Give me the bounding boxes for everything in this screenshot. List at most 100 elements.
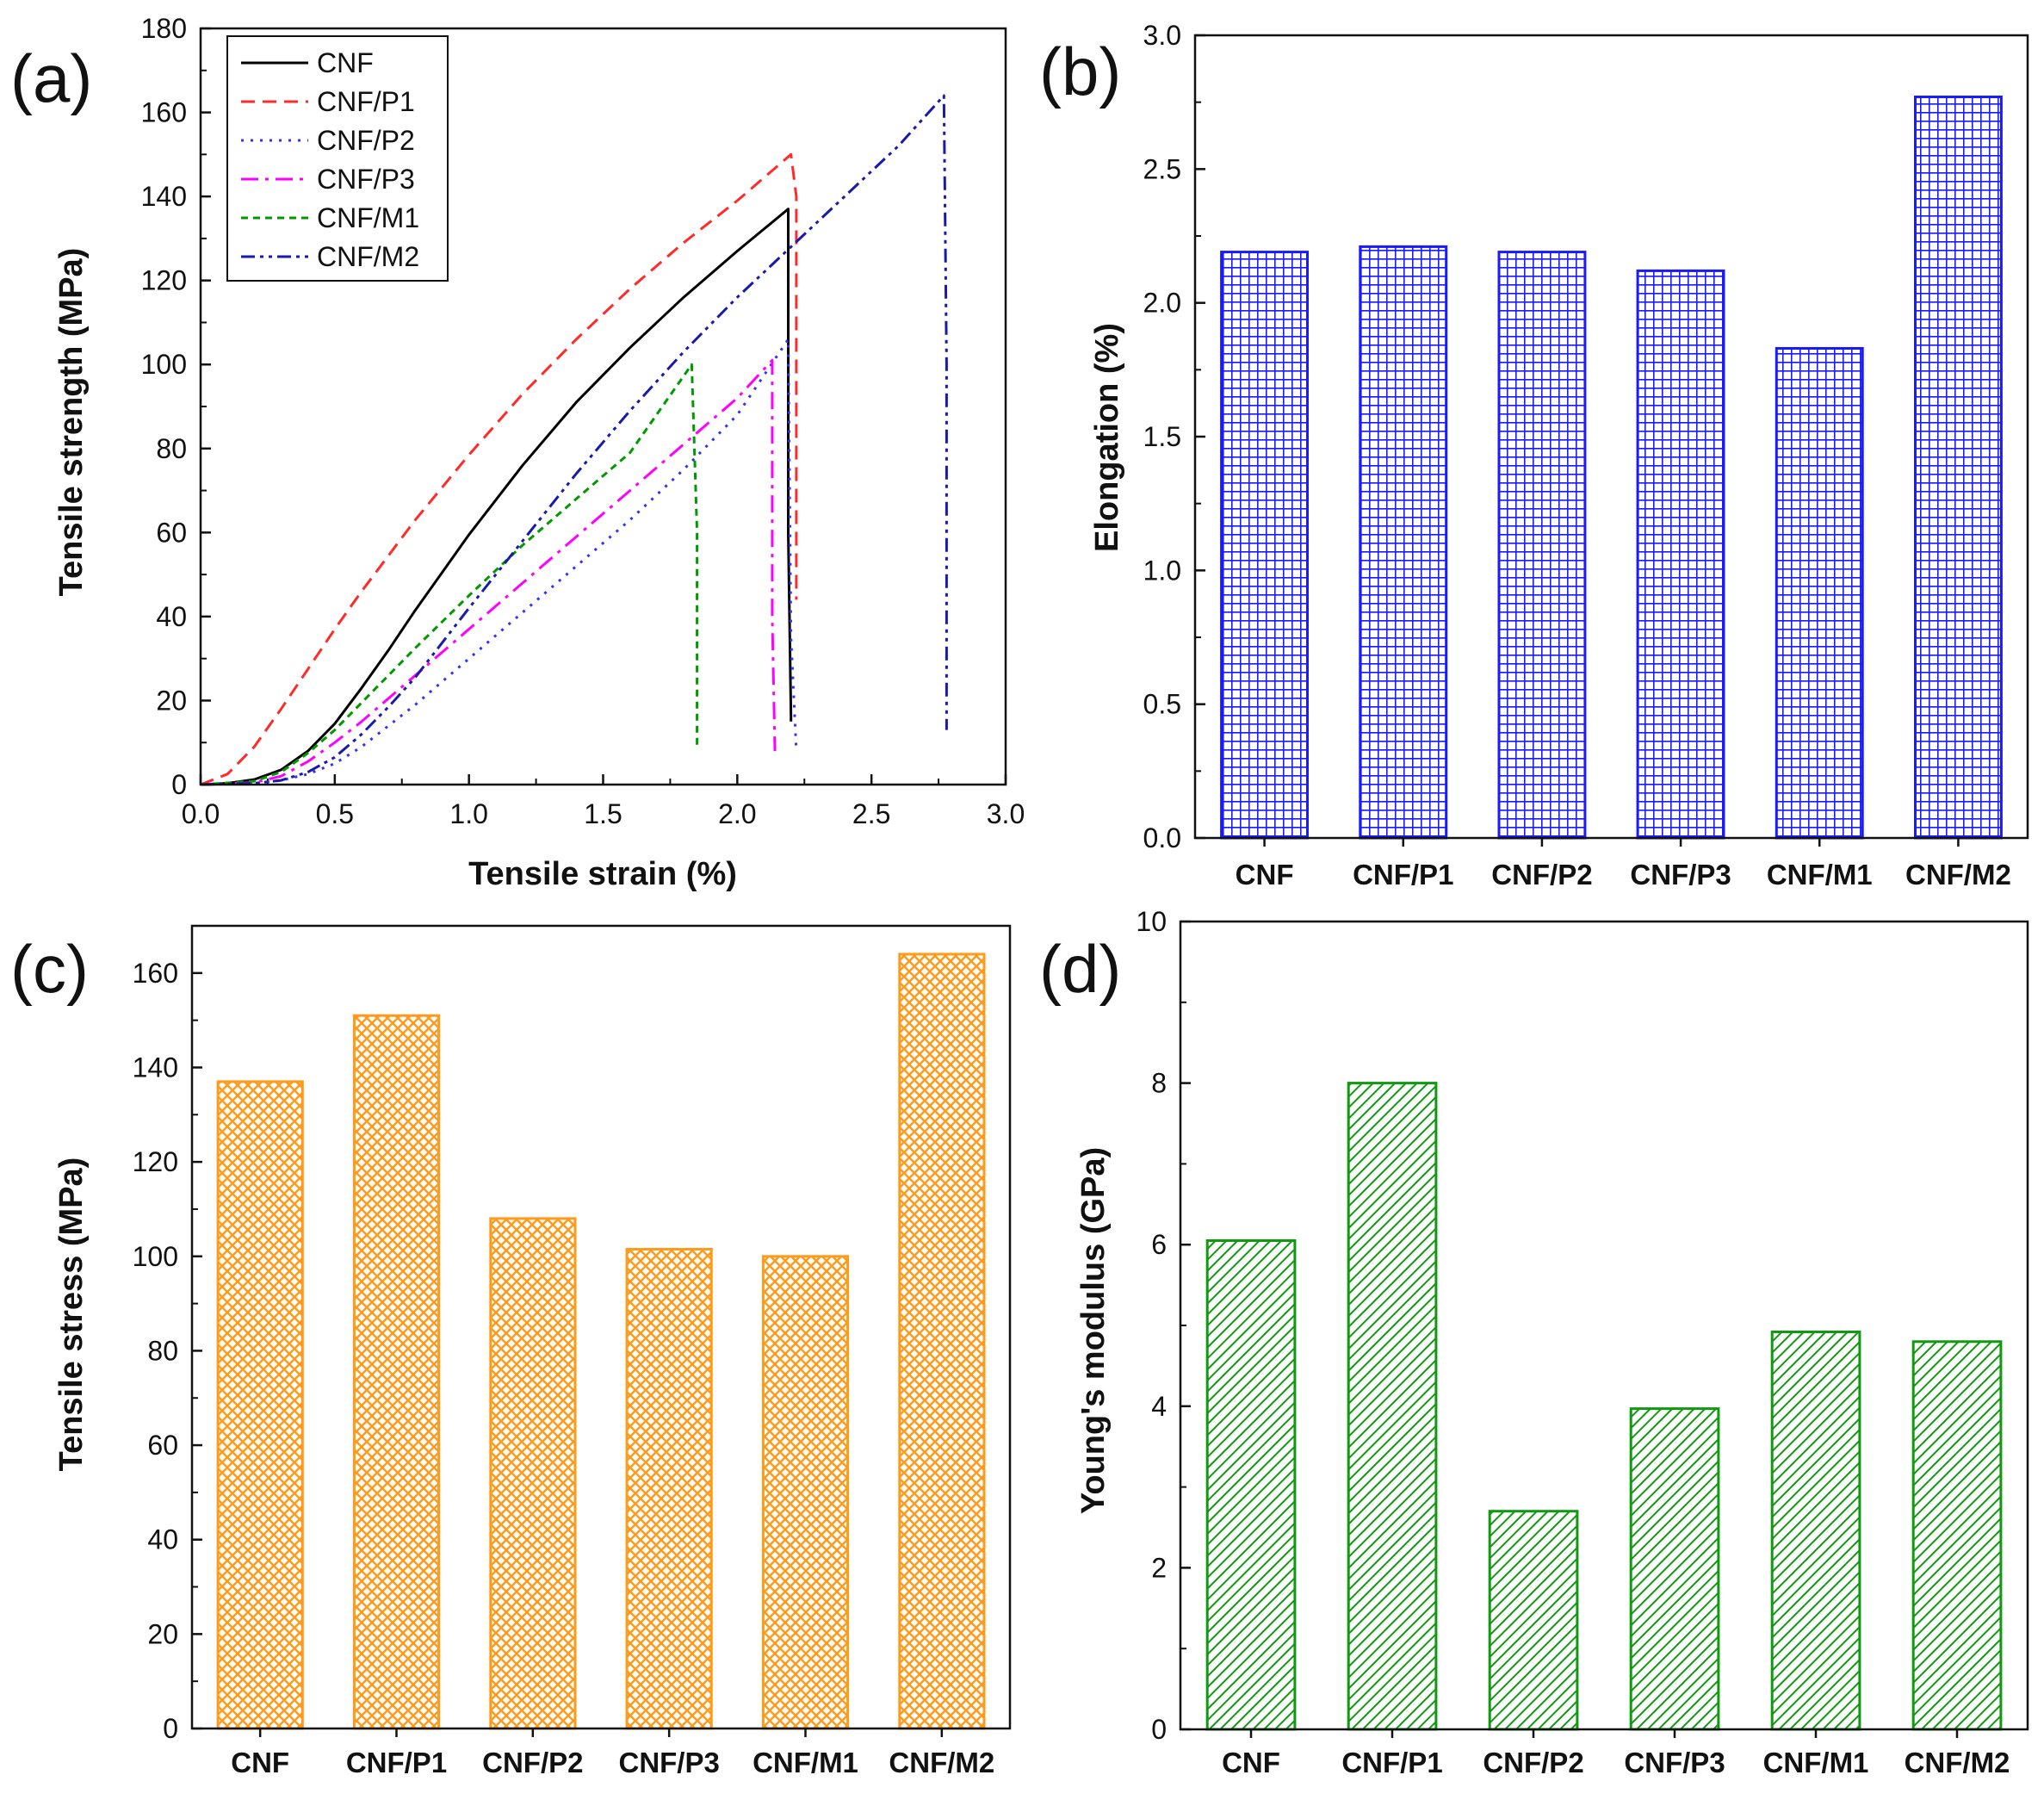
panel-d-bars: [1205, 1082, 2003, 1731]
panel-b-bar-chart: (b) Elongation (%) 0.0 0.5 1.0 1.5 2.0 2.5 3.0…: [1039, 20, 2029, 891]
legend-box: [226, 35, 449, 282]
y-tick-label: 120: [133, 1146, 178, 1177]
x-tick-label: 3.0: [987, 798, 1025, 829]
x-tick-label: 0.0: [182, 798, 220, 829]
category-label: CNF/P1: [346, 1747, 447, 1778]
y-tick-label: 120: [141, 265, 187, 296]
bar-cnf: [1205, 1239, 1297, 1731]
series-line-cnf: [200, 208, 793, 786]
series-line-cnf-p3: [200, 358, 777, 786]
category-label: CNF/M1: [753, 1747, 858, 1778]
panel-c-y-axis-title: Tensile stress (MPa): [53, 1157, 90, 1472]
panel-c-bars: [216, 953, 986, 1730]
category-label: CNF/M1: [1763, 1747, 1869, 1778]
bar-cnf-m2: [1914, 96, 2003, 840]
panel-a-y-axis-title: Tensile strength (MPa): [53, 248, 90, 597]
panel-b-category-labels: CNF CNF/P1 CNF/P2 CNF/P3 CNF/M1 CNF/M2: [1236, 838, 2011, 891]
y-tick-label: 80: [147, 1335, 178, 1366]
panel-d-y-ticks: 0 2 4 6 8 10: [1136, 906, 1191, 1745]
category-label: CNF/P3: [618, 1747, 719, 1778]
panel-a-plot-frame: [199, 27, 1007, 786]
category-label: CNF/P3: [1630, 859, 1731, 891]
panel-a-line-chart: (a) Tensile strength (MPa) Tensile strai…: [10, 13, 1025, 892]
bar-cnf-p3: [1636, 269, 1725, 840]
panel-a-legend: CNF CNF/P1 CNF/P2 CNF/P3 CNF/M1 CNF/M2: [226, 35, 449, 282]
legend-label: CNF/M1: [317, 202, 419, 233]
y-tick-label: 40: [147, 1524, 178, 1555]
y-tick-label: 160: [141, 97, 187, 128]
category-label: CNF/M2: [1905, 1747, 2010, 1778]
panel-c-category-labels: CNF CNF/P1 CNF/P2 CNF/P3 CNF/M1 CNF/M2: [231, 1728, 994, 1778]
category-label: CNF/M2: [889, 1747, 994, 1778]
category-label: CNF/P2: [482, 1747, 583, 1778]
legend-label: CNF/P3: [317, 164, 415, 195]
category-label: CNF: [231, 1747, 289, 1778]
y-tick-label: 20: [156, 685, 187, 716]
series-line-cnf-p2: [200, 338, 798, 786]
x-tick-label: 1.0: [449, 798, 487, 829]
panel-b-plot-frame: [1193, 34, 2029, 840]
category-label: CNF: [1222, 1747, 1280, 1778]
panel-a-y-ticks: 0 20 40 60 80 100 120 140 160 180: [141, 13, 211, 800]
y-tick-label: 80: [156, 433, 187, 464]
y-tick-label: 20: [147, 1618, 178, 1649]
y-tick-label: 40: [156, 601, 187, 632]
legend-label: CNF/P2: [317, 125, 415, 156]
y-tick-label: 2.0: [1143, 288, 1181, 319]
legend-label: CNF: [317, 47, 374, 78]
bar-cnf-p2: [1488, 1510, 1579, 1731]
category-label: CNF/P3: [1624, 1747, 1725, 1778]
panel-a-x-axis-title: Tensile strain (%): [468, 856, 737, 892]
category-label: CNF/P1: [1341, 1747, 1442, 1778]
panel-c-plot-frame: [190, 924, 1012, 1730]
y-tick-label: 60: [156, 517, 187, 548]
category-label: CNF/M2: [1905, 859, 2011, 891]
x-tick-label: 1.5: [584, 798, 622, 829]
y-tick-label: 10: [1136, 906, 1167, 937]
bar-cnf-p1: [352, 1014, 441, 1730]
category-label: CNF/P1: [1353, 859, 1453, 891]
bar-cnf-p3: [1629, 1407, 1720, 1731]
bar-cnf-m2: [1911, 1340, 2003, 1731]
panel-d-plot-frame: [1179, 920, 2029, 1731]
y-tick-label: 100: [133, 1241, 178, 1272]
bar-cnf-m2: [898, 953, 986, 1730]
panel-a-x-ticks: 0.0 0.5 1.0 1.5 2.0 2.5 3.0: [182, 774, 1025, 829]
panel-d-y-axis-title: Young's modulus (GPa): [1075, 1147, 1112, 1514]
y-tick-label: 6: [1151, 1229, 1167, 1260]
bar-cnf-m1: [761, 1255, 850, 1730]
panel-b-y-ticks: 0.0 0.5 1.0 1.5 2.0 2.5 3.0: [1143, 20, 1205, 853]
y-tick-label: 4: [1151, 1391, 1167, 1422]
y-tick-label: 140: [141, 181, 187, 212]
bar-cnf: [216, 1080, 304, 1730]
y-tick-label: 0.0: [1143, 822, 1181, 853]
legend-label: CNF/M2: [317, 241, 419, 272]
y-tick-label: 180: [141, 13, 187, 44]
y-tick-label: 140: [133, 1052, 178, 1083]
bar-cnf-m1: [1775, 347, 1864, 840]
bar-cnf-m1: [1770, 1331, 1861, 1731]
y-tick-label: 2: [1151, 1552, 1167, 1583]
panel-b-y-axis-title: Elongation (%): [1089, 323, 1125, 552]
x-tick-label: 0.5: [316, 798, 354, 829]
panel-d-category-labels: CNF CNF/P1 CNF/P2 CNF/P3 CNF/M1 CNF/M2: [1222, 1729, 2010, 1778]
category-label: CNF: [1236, 859, 1294, 891]
panel-c-y-ticks: 0 20 40 60 80 100 120 140 160: [133, 958, 202, 1744]
category-label: CNF/P2: [1491, 859, 1592, 891]
y-tick-label: 0: [171, 769, 187, 800]
y-tick-label: 0: [1151, 1714, 1167, 1745]
bar-cnf-p3: [625, 1248, 713, 1730]
panel-letter-d: (d): [1039, 931, 1121, 1007]
panel-a-series: [200, 94, 948, 786]
panel-letter-c: (c): [10, 931, 89, 1007]
bar-cnf-p2: [489, 1217, 577, 1730]
y-tick-label: 100: [141, 349, 187, 380]
panel-c-bar-chart: (c) Tensile stress (MPa) 0 20 40 60 80 100 120…: [10, 924, 1012, 1778]
category-label: CNF/P2: [1483, 1747, 1583, 1778]
series-line-cnf-p1: [200, 152, 798, 786]
y-tick-label: 2.5: [1143, 153, 1181, 184]
y-tick-label: 3.0: [1143, 20, 1181, 51]
y-tick-label: 8: [1151, 1068, 1167, 1099]
panel-letter-a: (a): [10, 40, 92, 116]
